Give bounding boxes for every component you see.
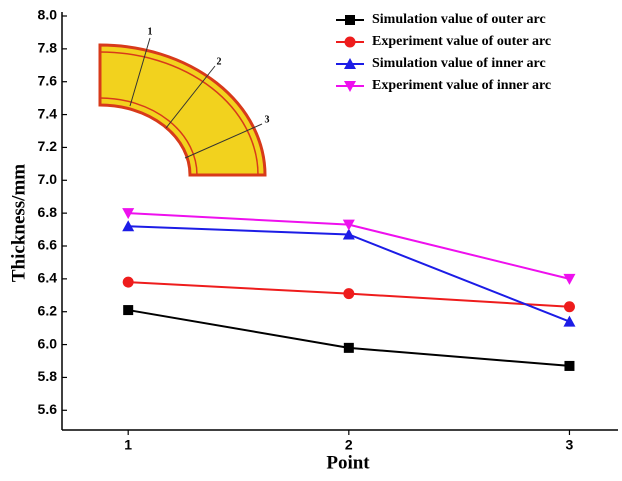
pipe-wall [99, 97, 198, 176]
section-line [184, 123, 263, 159]
marker [342, 219, 355, 231]
y-tick-label: 7.0 [38, 171, 58, 187]
y-tick-label: 7.2 [38, 138, 58, 154]
y-axis-label: Thickness/mm [8, 164, 29, 282]
series-line [128, 225, 570, 323]
pipe-bend [98, 43, 267, 177]
pipe-wall [99, 51, 259, 176]
marker [563, 273, 576, 285]
y-tick-label: 5.8 [38, 368, 58, 384]
marker [122, 208, 135, 220]
marker [343, 342, 354, 353]
y-tick-label: 6.6 [38, 237, 58, 253]
legend-label: Simulation value of inner arc [372, 56, 546, 71]
section-label: 2 [217, 56, 222, 67]
legend-label: Experiment value of inner arc [372, 78, 551, 93]
section-label: 3 [265, 114, 270, 125]
marker [344, 58, 356, 69]
marker [343, 288, 355, 300]
y-tick-label: 6.2 [38, 302, 58, 318]
y-tick-label: 7.8 [38, 40, 58, 56]
marker [123, 305, 134, 316]
y-tick-label: 6.8 [38, 204, 58, 220]
legend-label: Simulation value of outer arc [372, 12, 546, 27]
y-tick-label: 7.4 [38, 105, 58, 121]
marker [345, 15, 355, 25]
marker [344, 81, 356, 92]
marker [563, 301, 575, 313]
marker [342, 228, 355, 240]
y-tick-label: 7.6 [38, 72, 58, 88]
x-tick-label: 2 [345, 437, 353, 453]
section-label: 1 [148, 26, 153, 37]
inset-diagram: 1 2 3 [98, 26, 270, 177]
marker [122, 276, 134, 288]
marker [564, 360, 575, 371]
x-tick-label: 3 [566, 437, 574, 453]
marker [563, 315, 576, 327]
marker [344, 36, 356, 48]
series-line [128, 309, 570, 367]
marker [122, 220, 135, 232]
y-tick-label: 5.6 [38, 401, 58, 417]
y-tick-label: 6.4 [38, 270, 58, 286]
section-line [129, 37, 151, 107]
y-tick-label: 8.0 [38, 7, 58, 23]
y-tick-label: 6.0 [38, 335, 58, 351]
section-line [165, 65, 216, 129]
legend-label: Experiment value of outer arc [372, 34, 551, 49]
x-axis-label: Point [326, 452, 370, 473]
x-tick-label: 1 [124, 437, 132, 453]
